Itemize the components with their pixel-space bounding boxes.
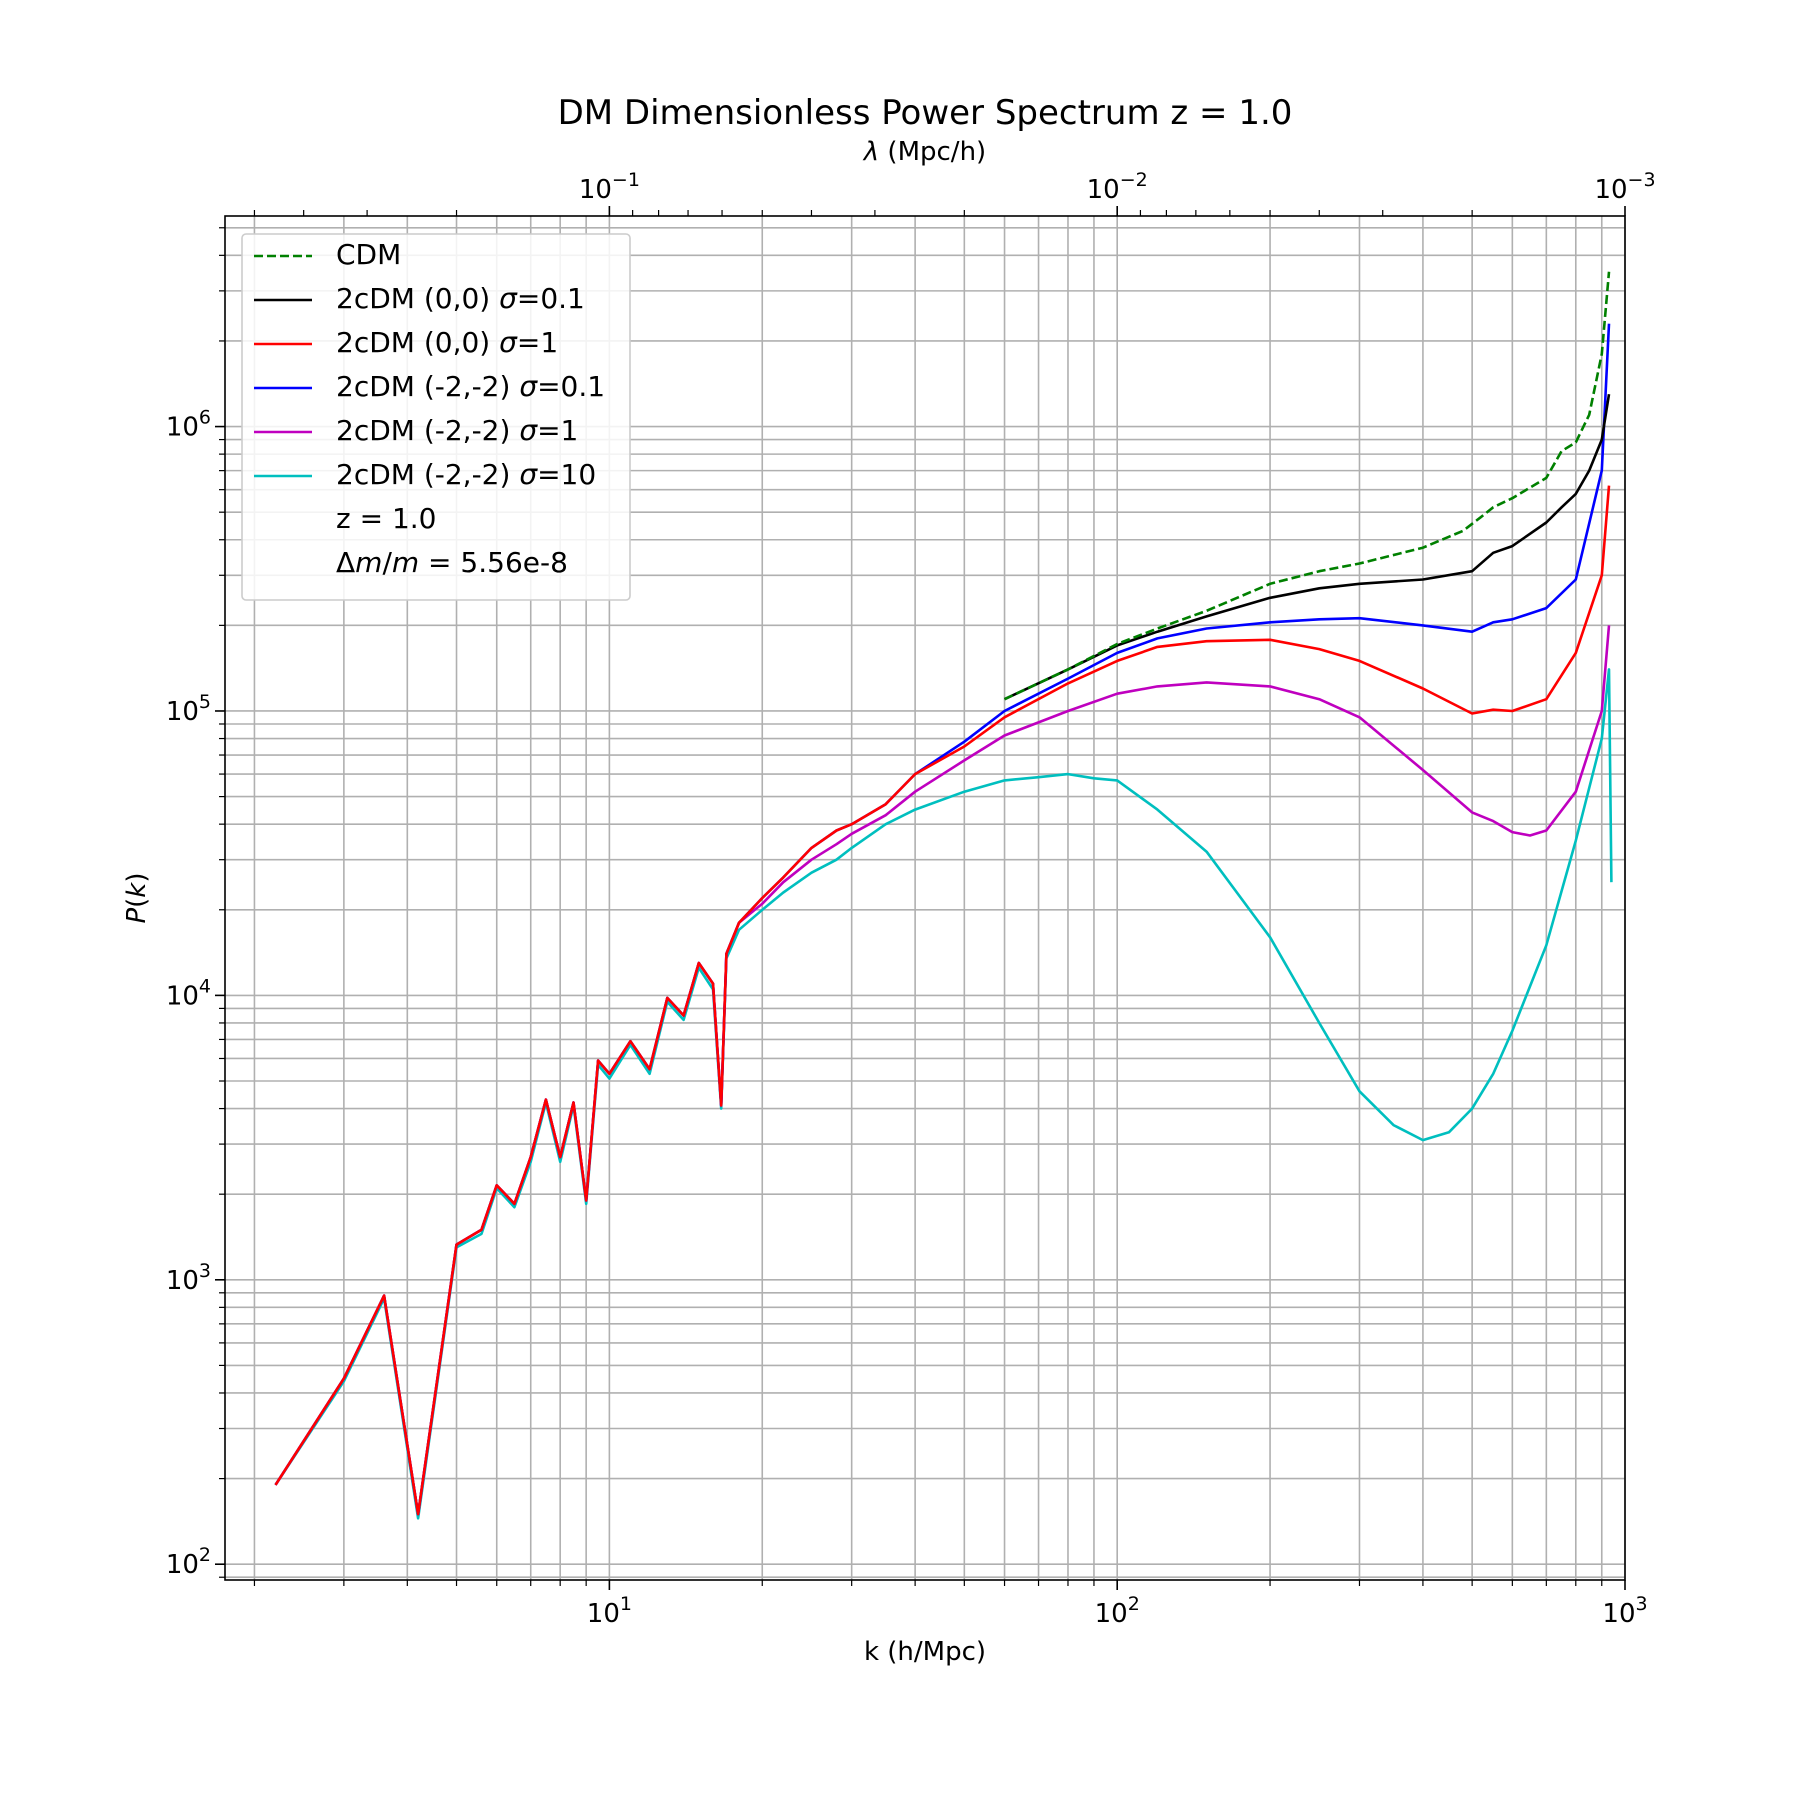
top-tick-label: 10−2 — [1087, 169, 1148, 205]
legend-label: 2cDM (-2,-2) σ=10 — [336, 458, 596, 491]
x-tick-label: 102 — [1095, 1593, 1140, 1629]
ticks: 101 102 103 102 103 104 105 106 10−1 10−2 10−3 — [166, 169, 1656, 1629]
y-tick-label: 105 — [166, 691, 211, 727]
legend-note: z = 1.0 — [336, 502, 437, 535]
legend-note: Δm/m = 5.56e-8 — [336, 546, 568, 579]
top-tick-label: 10−1 — [579, 169, 640, 205]
legend-label: 2cDM (-2,-2) σ=1 — [336, 414, 578, 447]
plot-frame — [224, 215, 1626, 1581]
top-tick-label: 10−3 — [1594, 169, 1655, 205]
chart-title: DM Dimensionless Power Spectrum z = 1.0 — [558, 93, 1293, 133]
x-tick-label: 101 — [587, 1593, 632, 1629]
y-axis-label: P(k) — [122, 872, 152, 923]
y-tick-label: 106 — [166, 407, 211, 443]
series-line-2 — [274, 485, 1611, 1516]
series-line-0 — [1003, 271, 1611, 701]
series-line-1 — [1003, 393, 1611, 701]
y-tick-label: 102 — [166, 1544, 211, 1580]
x-axis-label: k (h/Mpc) — [864, 1637, 986, 1667]
legend-label: CDM — [336, 238, 401, 271]
legend-label: 2cDM (0,0) σ=1 — [336, 326, 558, 359]
x-tick-label: 103 — [1602, 1593, 1647, 1629]
y-tick-label: 104 — [166, 975, 211, 1011]
y-tick-label: 103 — [166, 1260, 211, 1296]
legend-box — [241, 233, 631, 601]
top-axis-label: λ (Mpc/h) — [862, 137, 986, 167]
legend-label: 2cDM (0,0) σ=0.1 — [336, 282, 585, 315]
legend: CDM 2cDM (0,0) σ=0.1 2cDM (0,0) σ=1 2cDM (-… — [241, 233, 631, 601]
legend-label: 2cDM (-2,-2) σ=0.1 — [336, 370, 605, 403]
series-layer — [274, 271, 1613, 1520]
